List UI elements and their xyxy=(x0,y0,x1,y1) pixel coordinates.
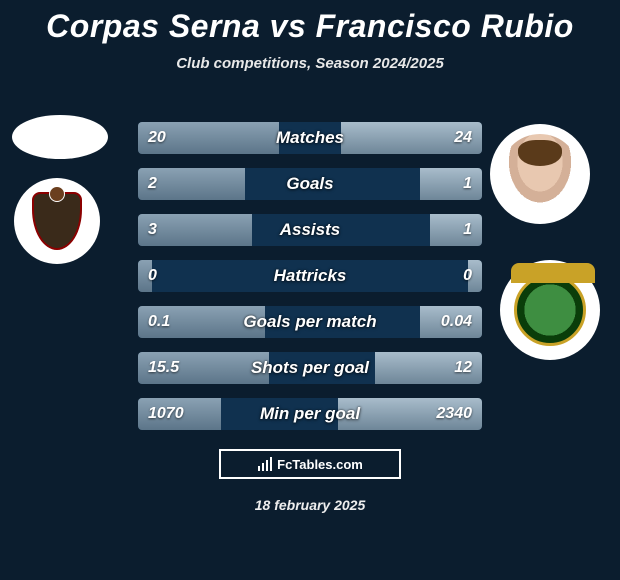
stat-value-right: 1 xyxy=(463,168,472,200)
stat-label: Shots per goal xyxy=(138,352,482,384)
stat-value-left: 0 xyxy=(148,260,157,292)
right-club-crest xyxy=(500,260,600,360)
right-player-avatar xyxy=(490,124,590,224)
stat-label: Goals xyxy=(138,168,482,200)
stat-row: Hattricks0 0 xyxy=(138,260,482,292)
stat-label: Assists xyxy=(138,214,482,246)
stat-value-left: 2 xyxy=(148,168,157,200)
stat-value-right: 12 xyxy=(454,352,472,384)
stat-value-left: 20 xyxy=(148,122,166,154)
stat-value-right: 24 xyxy=(454,122,472,154)
stat-label: Hattricks xyxy=(138,260,482,292)
stat-row: Matches20 24 xyxy=(138,122,482,154)
stat-value-left: 0.1 xyxy=(148,306,170,338)
left-player-avatar xyxy=(12,115,108,159)
stat-value-right: 0.04 xyxy=(441,306,472,338)
stat-value-right: 0 xyxy=(463,260,472,292)
stat-value-right: 1 xyxy=(463,214,472,246)
stat-value-left: 15.5 xyxy=(148,352,179,384)
stat-row: Shots per goal15.5 12 xyxy=(138,352,482,384)
stat-row: Goals per match0.1 0.04 xyxy=(138,306,482,338)
stat-label: Goals per match xyxy=(138,306,482,338)
watermark: FcTables.com xyxy=(219,449,401,479)
stat-label: Min per goal xyxy=(138,398,482,430)
shield-icon xyxy=(32,192,82,250)
left-club-crest xyxy=(14,178,100,264)
stat-label: Matches xyxy=(138,122,482,154)
watermark-text: FcTables.com xyxy=(277,457,363,472)
date-text: 18 february 2025 xyxy=(0,497,620,513)
page-title: Corpas Serna vs Francisco Rubio xyxy=(0,0,620,45)
round-crest-icon xyxy=(514,274,586,346)
stat-row: Assists3 1 xyxy=(138,214,482,246)
stat-value-right: 2340 xyxy=(436,398,472,430)
stat-value-left: 1070 xyxy=(148,398,184,430)
subtitle: Club competitions, Season 2024/2025 xyxy=(0,55,620,72)
comparison-bars: Matches2024Goals21Assists31Hattricks00Go… xyxy=(138,122,482,444)
stat-row: Min per goal1070 2340 xyxy=(138,398,482,430)
stat-row: Goals2 1 xyxy=(138,168,482,200)
chart-icon xyxy=(257,456,273,472)
stat-value-left: 3 xyxy=(148,214,157,246)
face-icon xyxy=(500,134,580,214)
